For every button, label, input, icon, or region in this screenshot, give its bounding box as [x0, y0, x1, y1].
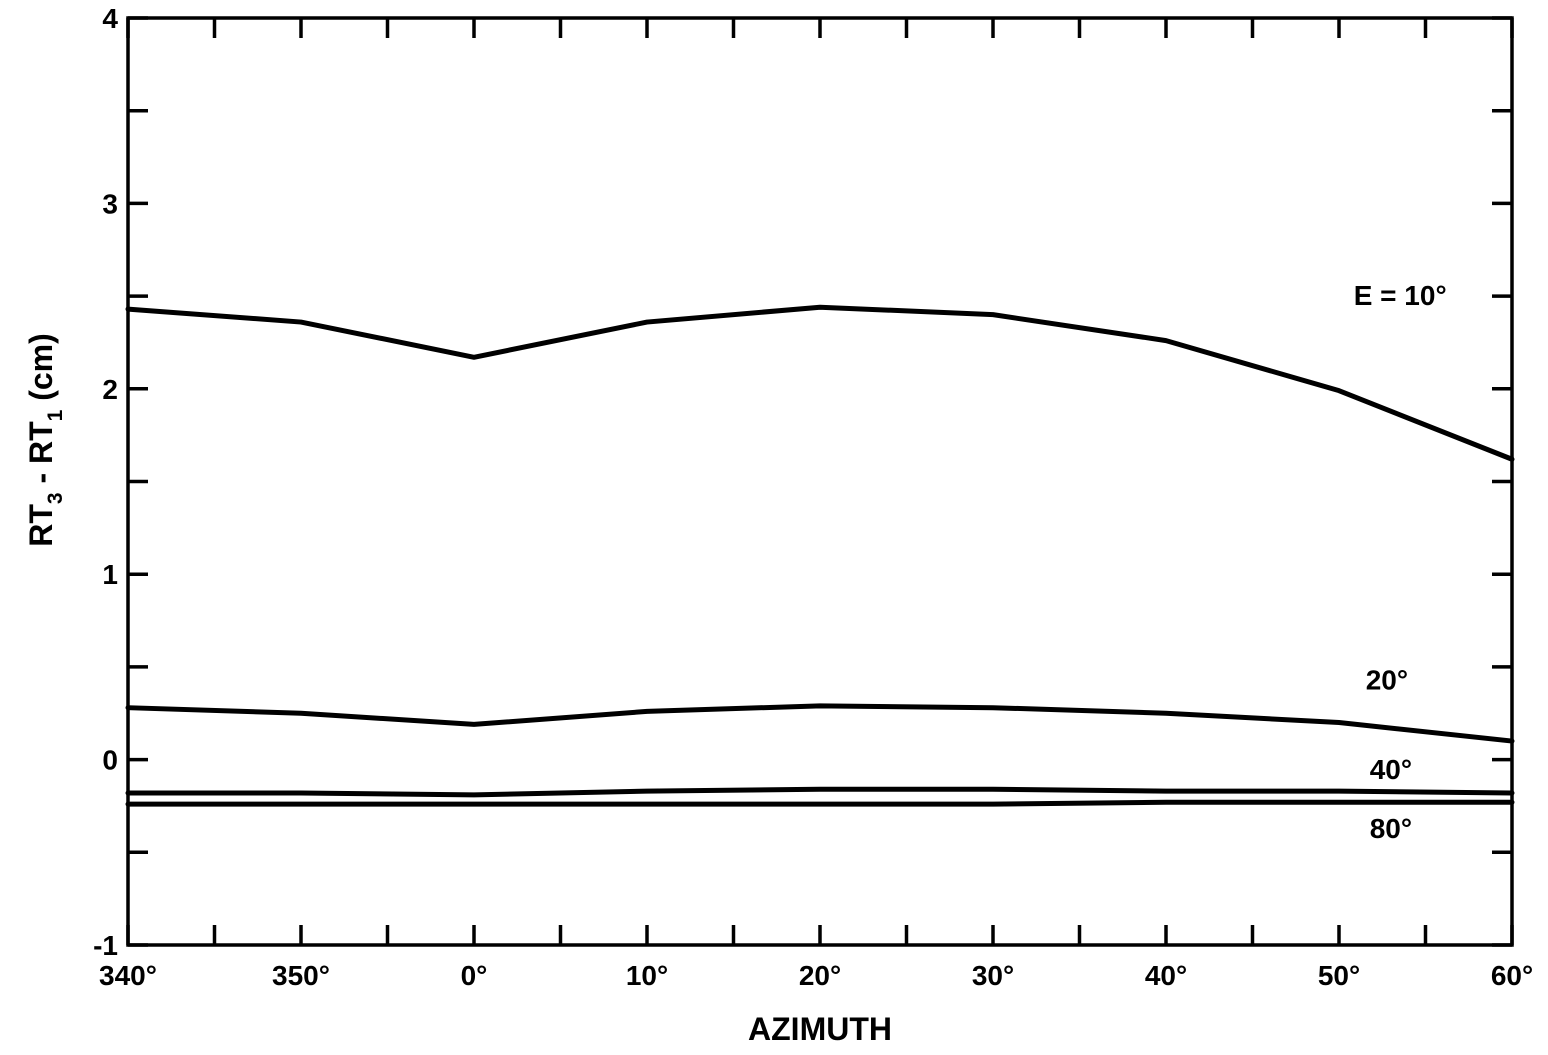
x-tick-label: 30° [972, 960, 1014, 991]
y-tick-label: 2 [102, 374, 118, 405]
y-axis-label-subscript: 3 [44, 492, 67, 504]
y-tick-label: 3 [102, 188, 118, 219]
series-label: 20° [1366, 665, 1408, 696]
plot-frame [126, 16, 1514, 947]
x-tick-labels: 340° 350° 0° 10° 20° 30° 40° 50° 60° [99, 960, 1533, 991]
series-line [125, 703, 1515, 744]
y-tick-label: 1 [102, 559, 118, 590]
series-line [125, 799, 1515, 807]
y-tick-label: -1 [93, 930, 118, 961]
y-tick-label: 0 [102, 745, 118, 776]
x-tick-label: 350° [272, 960, 330, 991]
series-label: E = 10° [1354, 280, 1447, 311]
series-curves [125, 304, 1515, 807]
y-axis-label-part: (cm) [23, 333, 59, 409]
y-tick-labels: -1 0 1 2 3 4 [93, 3, 118, 961]
y-axis-label-part: - RT [23, 421, 59, 493]
y-axis-label-part: RT [23, 504, 59, 547]
x-axis-label: AZIMUTH [748, 1011, 892, 1047]
series-line [125, 786, 1515, 798]
axis-ticks [126, 16, 1514, 947]
series-label: 80° [1370, 813, 1412, 844]
y-axis-label-subscript: 1 [44, 409, 67, 421]
series-line [125, 304, 1515, 462]
x-tick-label: 10° [626, 960, 668, 991]
series-label: 40° [1370, 754, 1412, 785]
x-tick-label: 50° [1318, 960, 1360, 991]
x-tick-label: 0° [461, 960, 488, 991]
x-tick-label: 20° [799, 960, 841, 991]
x-tick-label: 40° [1145, 960, 1187, 991]
y-tick-label: 4 [102, 3, 118, 34]
y-axis-label: RT3 - RT1 (cm) [23, 333, 67, 547]
x-tick-label: 340° [99, 960, 157, 991]
series-labels: E = 10° 20° 40° 80° [1354, 280, 1447, 844]
x-tick-label: 60° [1491, 960, 1533, 991]
